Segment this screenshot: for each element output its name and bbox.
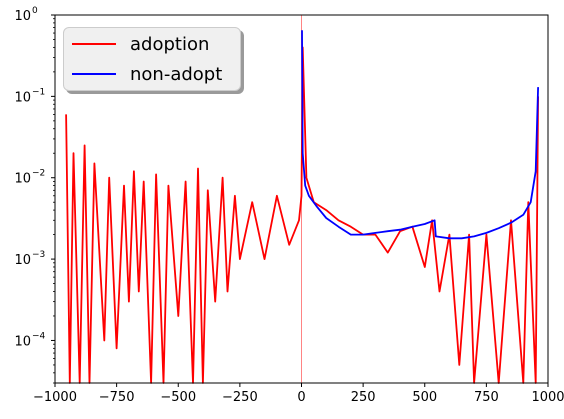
legend-swatch-adoption — [72, 43, 116, 45]
y-tick-label: 10 — [14, 172, 31, 187]
series-non-adopt — [301, 30, 539, 240]
legend: adoption non-adopt — [63, 27, 241, 91]
x-tick-label: 250 — [351, 390, 376, 405]
series-adoption — [65, 46, 539, 384]
x-tick-label: −750 — [99, 390, 135, 405]
y-tick-exponent: −4 — [32, 331, 46, 341]
x-tick-label: 1000 — [531, 390, 564, 405]
legend-label-adoption: adoption — [130, 33, 210, 55]
x-tick-label: 750 — [474, 390, 499, 405]
x-tick-label: −250 — [222, 390, 258, 405]
x-tick-label: −1000 — [33, 390, 77, 405]
legend-item-adoption: adoption — [72, 32, 209, 56]
y-tick-label: 10 — [14, 253, 31, 268]
x-tick-label: 0 — [297, 390, 305, 405]
y-tick-exponent: 0 — [32, 6, 38, 16]
x-tick-label: −500 — [160, 390, 196, 405]
y-tick-label: 10 — [14, 90, 31, 105]
x-tick-label: 500 — [412, 390, 437, 405]
legend-swatch-non-adopt — [72, 73, 116, 75]
y-tick-exponent: −2 — [32, 169, 45, 179]
y-tick-exponent: −1 — [32, 87, 45, 97]
y-tick-exponent: −3 — [32, 250, 45, 260]
series-layer — [65, 15, 539, 384]
y-tick-label: 10 — [14, 334, 31, 349]
y-tick-label: 10 — [14, 9, 31, 24]
legend-label-non-adopt: non-adopt — [130, 63, 223, 85]
legend-item-non-adopt: non-adopt — [72, 62, 222, 86]
